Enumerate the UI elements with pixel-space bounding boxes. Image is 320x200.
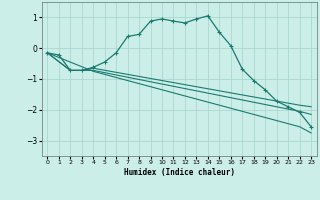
X-axis label: Humidex (Indice chaleur): Humidex (Indice chaleur) (124, 168, 235, 177)
